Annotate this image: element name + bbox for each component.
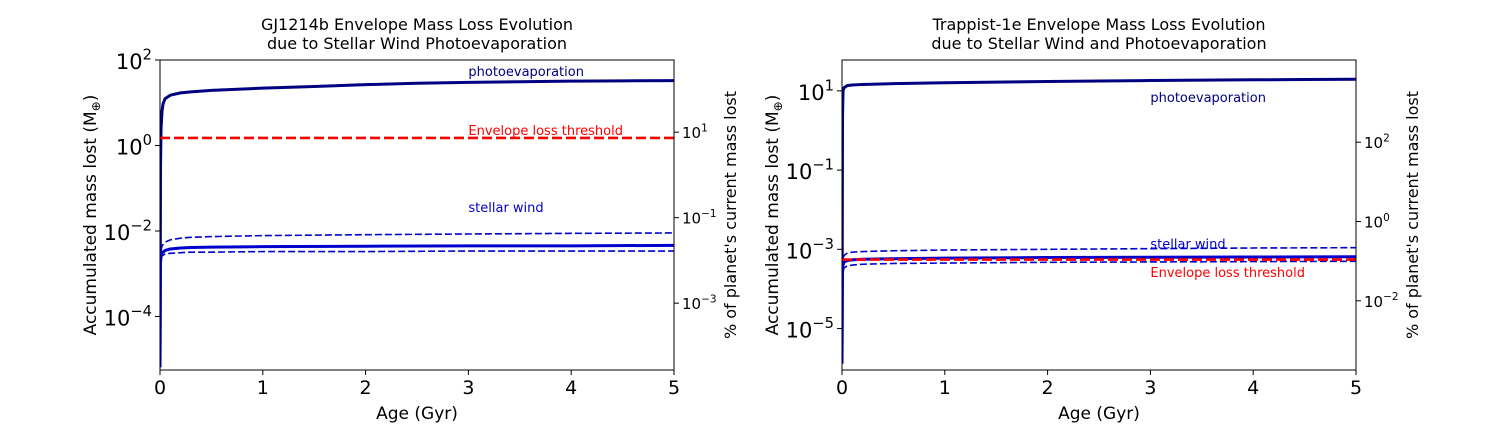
x-tick-label: 1 [939,377,951,399]
x-tick-label: 2 [360,377,372,399]
y-tick-label: 100 [116,132,152,159]
y2-tick-label: 100 [1364,212,1390,232]
x-tick-label: 4 [1247,377,1259,399]
y-tick-label: 102 [116,47,152,74]
series-group [160,79,674,368]
chart-title-line: GJ1214b Envelope Mass Loss Evolution [261,15,573,34]
series-dashed-band-3-line [842,260,1356,272]
y-tick-label: 101 [798,77,834,104]
x-tick-label: 0 [836,377,848,399]
annotation-photoevaporation: photoevaporation [1150,91,1266,106]
x-tick-label: 3 [462,377,474,399]
series-dashed-band-2-line [160,232,674,251]
x-axis-label: Age (Gyr) [376,404,458,424]
y-tick-label: 10−5 [786,315,834,342]
x-tick-label: 2 [1042,377,1054,399]
y2-axis-label: % of planet's current mass lost [1403,91,1422,339]
x-axis-label: Age (Gyr) [1058,404,1140,424]
series-dashed-band-3-line [160,250,674,260]
y2-tick-label: 101 [682,122,708,142]
series-stellar-wind-line [160,243,674,368]
y-tick-label: 10−2 [104,218,152,245]
chart-title-line: due to Stellar Wind Photoevaporation [267,34,567,53]
x-tick-label: 5 [1350,377,1362,399]
y-tick-label: 10−4 [104,303,152,330]
y-tick-label: 10−1 [786,157,834,184]
annotation-stellar-wind: stellar wind [1150,238,1225,253]
y-axis-label: Accumulated mass lost (M⊕) [763,95,785,336]
x-tick-label: 4 [565,377,577,399]
y2-tick-label: 10−2 [1364,291,1399,311]
annotation-envelope-loss-threshold: Envelope loss threshold [1150,266,1305,281]
series-dashed-band-2-line [842,246,1356,259]
y2-tick-label: 102 [1364,132,1390,152]
y2-tick-label: 10−1 [682,208,717,228]
x-tick-label: 1 [257,377,269,399]
series-group [842,77,1356,364]
y2-axis-label: % of planet's current mass lost [721,91,740,339]
chart-title-line: Trappist-1e Envelope Mass Loss Evolution [931,15,1265,34]
chart-1: GJ1214b Envelope Mass Loss Evolutiondue … [81,15,740,424]
annotation-stellar-wind: stellar wind [468,201,543,216]
x-tick-label: 3 [1144,377,1156,399]
y-tick-label: 10−3 [786,236,834,263]
chart-2: Trappist-1e Envelope Mass Loss Evolution… [763,15,1422,424]
plot-frame [159,59,675,371]
y-axis-label: Accumulated mass lost (M⊕) [81,95,103,336]
plot-frame [841,59,1357,371]
series-photoevaporation-line [160,79,674,368]
annotation-envelope-loss-threshold: Envelope loss threshold [468,124,623,139]
annotation-photoevaporation: photoevaporation [468,65,584,80]
chart-title-line: due to Stellar Wind and Photoevaporation [931,34,1266,53]
x-tick-label: 5 [668,377,680,399]
series-photoevaporation-line [842,77,1356,364]
y2-tick-label: 10−3 [682,293,717,313]
x-tick-label: 0 [154,377,166,399]
